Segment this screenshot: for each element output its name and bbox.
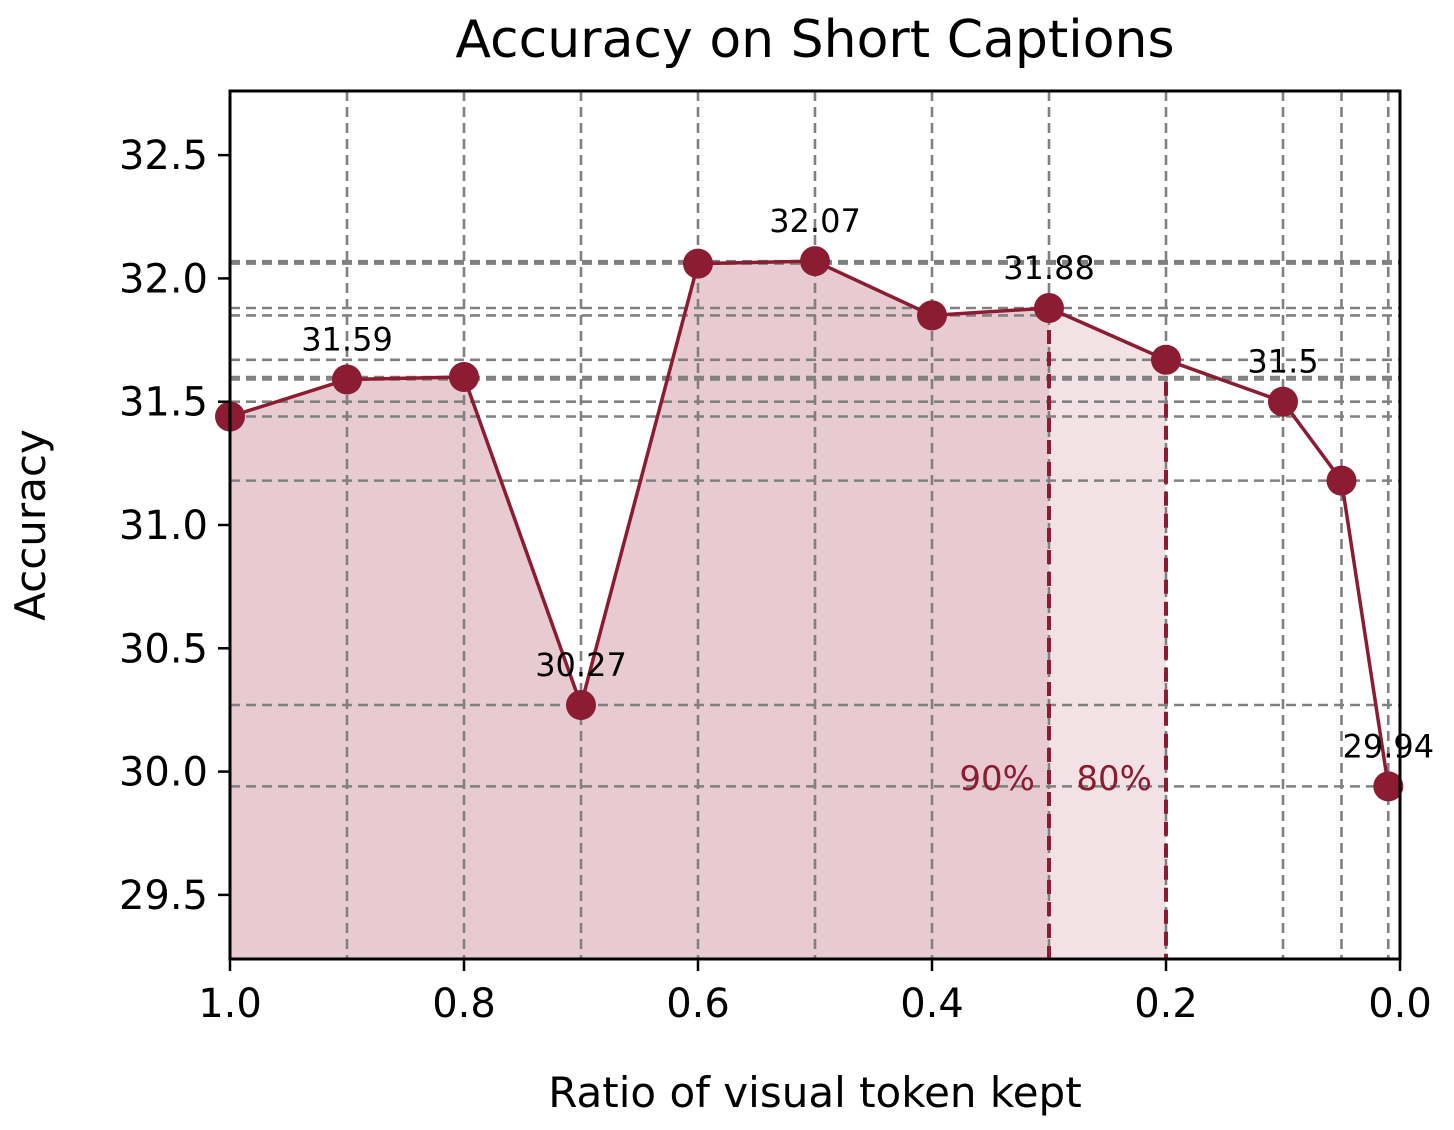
data-point <box>566 690 596 721</box>
data-label: 31.88 <box>1003 249 1095 287</box>
data-label: 29.94 <box>1342 727 1434 765</box>
y-tick-label: 32.0 <box>119 256 208 302</box>
data-label: 30.27 <box>535 646 627 684</box>
series-polyline <box>229 259 1391 787</box>
y-tick-label: 31.5 <box>119 380 208 426</box>
y-tick-label: 30.5 <box>119 626 208 672</box>
x-tick-label: 0.2 <box>1134 981 1198 1027</box>
x-tick-label: 0.0 <box>1368 981 1432 1027</box>
data-point <box>1151 344 1181 375</box>
y-axis-ticks: 29.5 30.0 30.5 31.0 31.5 32.0 32.5 <box>119 133 230 919</box>
data-point <box>1268 386 1298 417</box>
threshold-label: 90% <box>959 759 1035 799</box>
data-point <box>449 362 479 393</box>
data-point <box>332 364 362 395</box>
x-tick-label: 0.4 <box>900 981 964 1027</box>
area-fill <box>230 261 1166 960</box>
threshold-markers: 90% 80% <box>959 308 1168 959</box>
series-line <box>229 259 1391 787</box>
threshold-label: 80% <box>1076 759 1152 799</box>
y-tick-label: 31.0 <box>119 503 208 549</box>
data-point <box>917 300 947 331</box>
y-tick-label: 30.0 <box>119 750 208 796</box>
x-tick-label: 0.8 <box>432 981 496 1027</box>
y-tick-label: 29.5 <box>119 873 208 919</box>
fill-area-80 <box>1049 308 1166 959</box>
data-point <box>1373 771 1404 802</box>
data-point <box>800 246 830 277</box>
x-axis-ticks: 1.0 0.8 0.6 0.4 0.2 0.0 <box>198 959 1432 1027</box>
data-point <box>683 248 713 279</box>
y-tick-label: 32.5 <box>119 133 208 179</box>
x-tick-label: 1.0 <box>198 981 262 1027</box>
data-label: 31.5 <box>1247 343 1318 381</box>
fill-area-90 <box>230 261 1049 960</box>
chart-title: Accuracy on Short Captions <box>455 10 1174 70</box>
x-tick-label: 0.6 <box>666 981 730 1027</box>
data-point <box>1326 465 1357 496</box>
y-axis-label: Accuracy <box>6 429 55 621</box>
data-label: 32.07 <box>769 202 861 240</box>
data-label: 31.59 <box>301 321 393 359</box>
x-axis-label: Ratio of visual token kept <box>548 1068 1081 1117</box>
data-point <box>1034 293 1064 323</box>
data-labels: 31.59 30.27 32.07 31.88 31.5 29.94 <box>301 202 1434 765</box>
